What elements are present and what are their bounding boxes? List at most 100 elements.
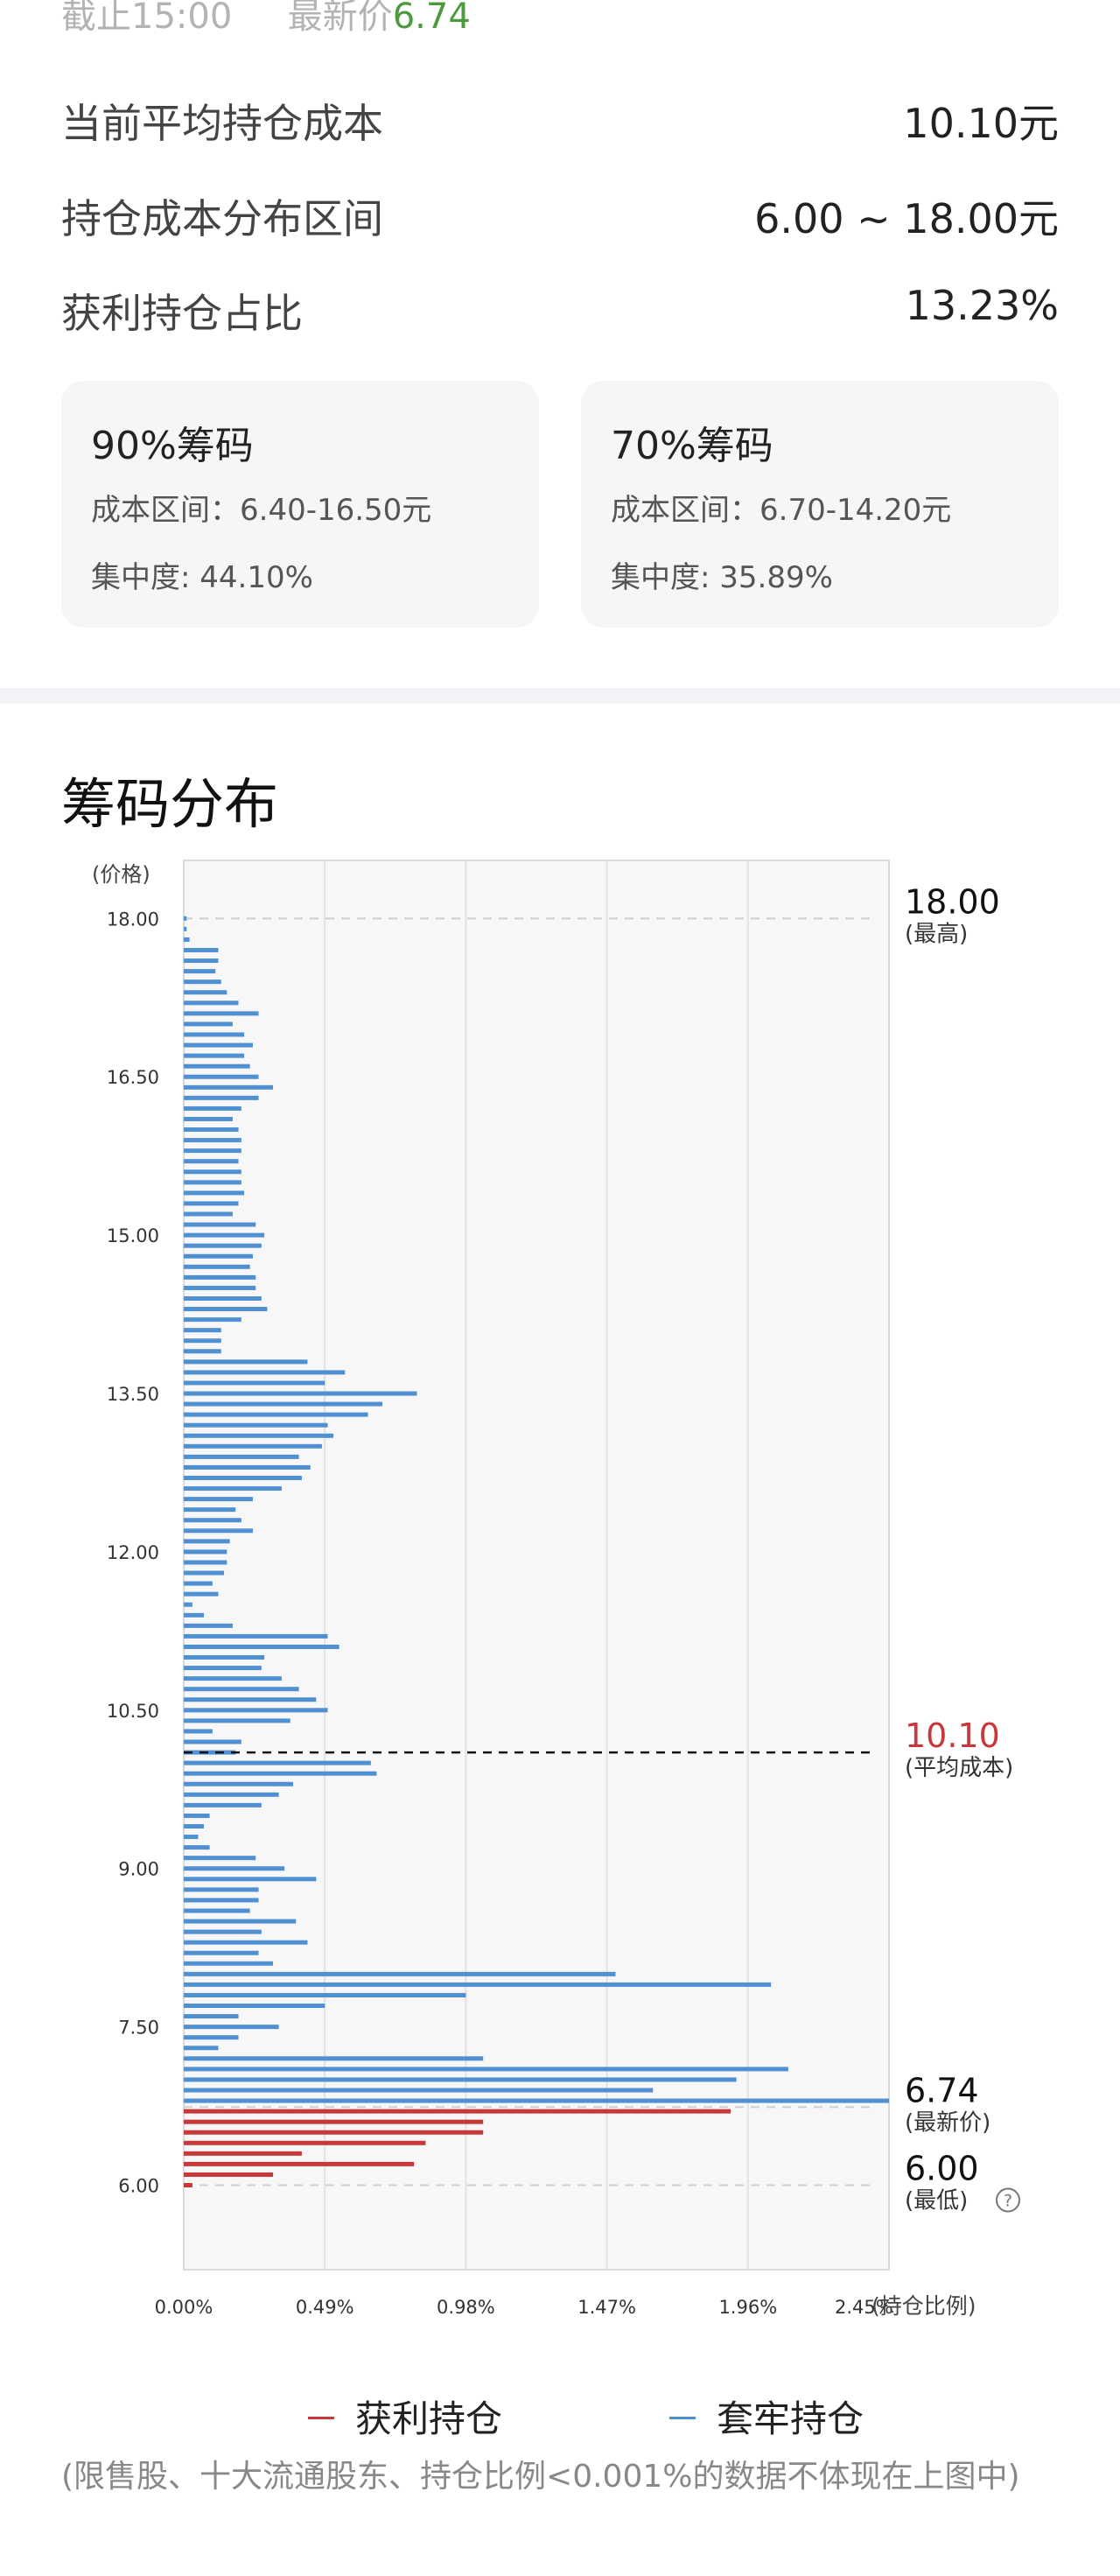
card-title: 90%筹码 <box>91 424 254 468</box>
latest-price-label: 最新价 <box>287 0 393 37</box>
card-concentration: 集中度: 44.10% <box>91 560 313 595</box>
trapped-bar <box>184 2088 654 2093</box>
profit-bar <box>184 2109 732 2114</box>
y-tick-label: 15.00 <box>107 1225 159 1246</box>
trapped-bar <box>184 1750 236 1755</box>
trapped-bar <box>184 1528 253 1534</box>
trapped-bar <box>184 2077 737 2082</box>
y-tick-label: 16.50 <box>107 1067 159 1088</box>
trapped-bar <box>184 1982 772 1987</box>
trapped-bar <box>184 958 219 964</box>
trapped-bar <box>184 1802 262 1807</box>
x-tick-label: 0.00% <box>155 2297 214 2318</box>
trapped-bar <box>184 1274 256 1280</box>
trapped-bar <box>184 1497 253 1502</box>
x-tick-label: 0.98% <box>437 2297 495 2318</box>
cost-range-label: 持仓成本分布区间 <box>61 195 383 242</box>
trapped-bar <box>184 1633 328 1639</box>
trapped-bar <box>184 1940 308 1945</box>
trapped-bar <box>184 2014 239 2019</box>
trapped-bar <box>184 2067 788 2072</box>
trapped-bar <box>184 990 228 995</box>
avg-cost-label: 当前平均持仓成本 <box>61 100 383 147</box>
y-tick-label: 9.00 <box>118 1859 159 1880</box>
low-annotation-label: (最低) <box>905 2188 968 2215</box>
section-divider <box>0 688 1120 704</box>
trapped-bar <box>184 1391 417 1396</box>
trapped-bar <box>184 1021 233 1027</box>
trapped-bar <box>184 1781 294 1786</box>
trapped-bar <box>184 1718 290 1723</box>
legend-trapped-label: 套牢持仓 <box>717 2397 864 2440</box>
trapped-bar <box>184 1328 221 1333</box>
trapped-bar <box>184 937 190 942</box>
trapped-bar <box>184 1243 262 1248</box>
card-title: 70%筹码 <box>611 424 774 468</box>
trapped-bar <box>184 2004 326 2009</box>
trapped-bar <box>184 1211 233 1217</box>
trapped-bar <box>184 1412 368 1417</box>
trapped-bar <box>184 1877 317 1882</box>
low-annotation-value: 6.00 <box>905 2150 979 2188</box>
trapped-bar <box>184 1549 228 1555</box>
chip-distribution-chart: 0.00% 0.49% 0.98% 1.47% 1.96% 2.45%(持仓比例) (价格)… <box>92 860 1020 2319</box>
trapped-bar <box>184 1602 192 1607</box>
legend-profit-swatch <box>308 2417 334 2419</box>
trapped-bar <box>184 2025 279 2030</box>
trapped-bar <box>184 1349 221 1354</box>
trapped-bar <box>184 1032 245 1037</box>
y-axis-title: (价格) <box>92 862 150 887</box>
trapped-bar <box>184 1295 262 1301</box>
trapped-bar <box>184 1898 259 1903</box>
trapped-bar <box>184 2098 889 2103</box>
trapped-bar <box>184 1169 242 1175</box>
trapped-bar <box>184 1380 326 1386</box>
trapped-bar <box>184 1887 259 1892</box>
trapped-bar <box>184 1464 311 1470</box>
trapped-bar <box>184 1159 239 1164</box>
trapped-bar <box>184 969 216 974</box>
trapped-bar <box>184 1591 219 1597</box>
trapped-bar <box>184 1232 265 1238</box>
trapped-bar <box>184 1000 239 1006</box>
trapped-bar <box>184 1042 253 1048</box>
y-tick-label: 13.50 <box>107 1384 159 1405</box>
trapped-bar <box>184 1401 382 1407</box>
help-icon[interactable] <box>996 2187 1020 2213</box>
card-cost-range: 成本区间：6.40-16.50元 <box>91 493 432 528</box>
trapped-bar <box>184 1476 302 1481</box>
trapped-bar <box>184 1581 213 1586</box>
chip-card-70: 70%筹码 成本区间：6.70-14.20元 集中度: 35.89% <box>581 381 1059 628</box>
trapped-bar <box>184 1866 285 1871</box>
trapped-bar <box>184 1919 297 1924</box>
trapped-bar <box>184 1823 205 1828</box>
trapped-bar <box>184 948 219 953</box>
high-annotation-label: (最高) <box>905 921 968 947</box>
x-axis-title: (持仓比例) <box>872 2293 976 2319</box>
latest-annotation-value: 6.74 <box>905 2071 979 2109</box>
deadline-label: 截止15:00 <box>61 0 233 37</box>
trapped-bar <box>184 1180 242 1185</box>
chart-legend: 获利持仓 套牢持仓 <box>0 2390 1120 2442</box>
y-tick-label: 6.00 <box>118 2176 159 2197</box>
trapped-bar <box>184 1095 259 1100</box>
trapped-bar <box>184 1116 233 1121</box>
trapped-bar <box>184 1961 273 1966</box>
trapped-bar <box>184 1971 616 1976</box>
trapped-bar <box>184 1697 317 1702</box>
trapped-bar <box>184 926 187 931</box>
profit-bar <box>184 2183 192 2188</box>
trapped-bar <box>184 1792 279 1797</box>
trapped-bar <box>184 1771 377 1776</box>
trapped-bar <box>184 1612 205 1618</box>
trapped-bar <box>184 1253 253 1259</box>
y-tick-label: 12.00 <box>107 1542 159 1563</box>
trapped-bar <box>184 1856 256 1861</box>
profit-bar <box>184 2172 273 2177</box>
avg-cost-value: 10.10元 <box>903 100 1059 147</box>
trapped-bar <box>184 1813 210 1818</box>
legend-trapped: 套牢持仓 <box>669 2390 864 2443</box>
trapped-bar <box>184 1539 230 1544</box>
trapped-bar <box>184 1127 239 1133</box>
trapped-bar <box>184 1560 228 1565</box>
